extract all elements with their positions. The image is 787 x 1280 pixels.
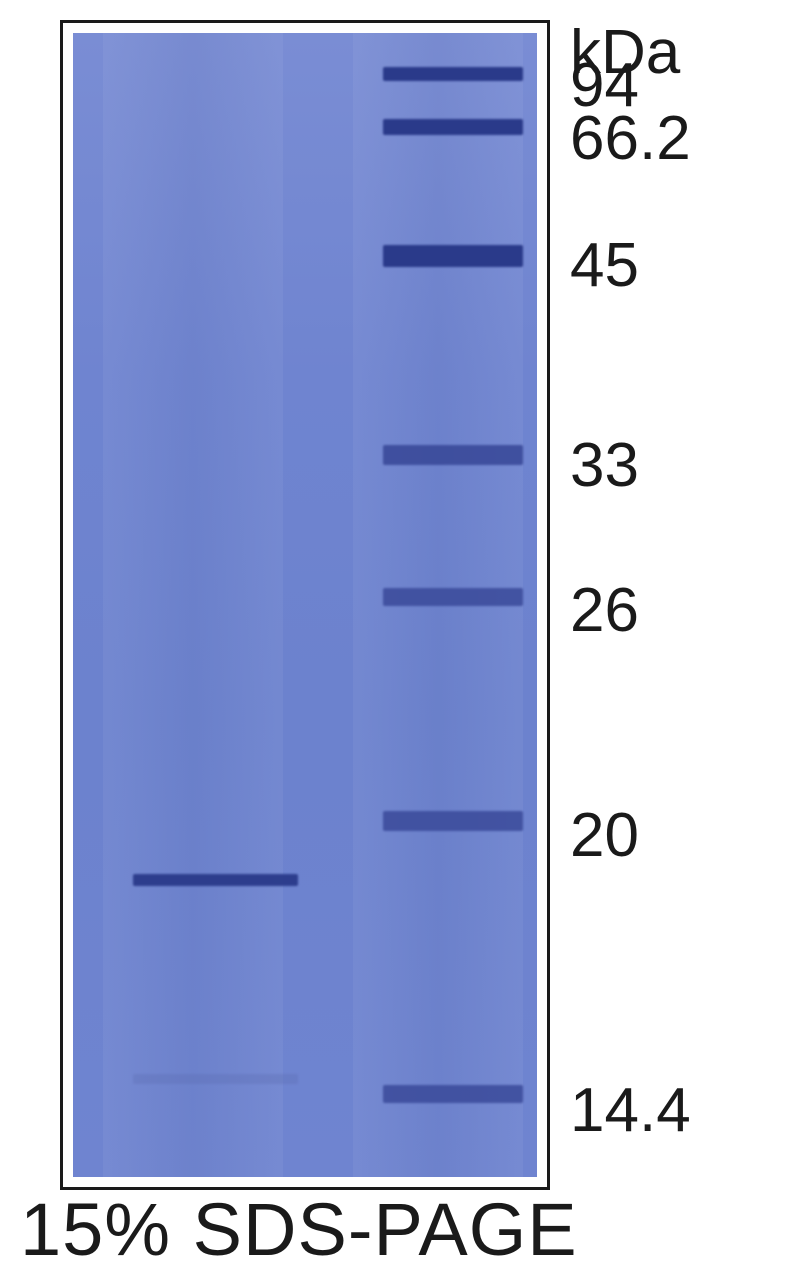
mw-label: 20 xyxy=(570,805,639,867)
gel-caption: 15% SDS-PAGE xyxy=(20,1187,578,1272)
gel-background xyxy=(73,33,537,1177)
ladder-band xyxy=(383,445,523,465)
sample-band xyxy=(133,1074,298,1084)
ladder-band xyxy=(383,67,523,81)
ladder-band xyxy=(383,588,523,606)
sample-band xyxy=(133,874,298,886)
mw-label: 45 xyxy=(570,235,639,297)
mw-label: 26 xyxy=(570,580,639,642)
gel-image: kDa 9466.24533262014.4 15% SDS-PAGE xyxy=(0,0,787,1280)
gel-frame xyxy=(60,20,550,1190)
ladder-band xyxy=(383,119,523,135)
ladder-band xyxy=(383,811,523,831)
ladder-band xyxy=(383,245,523,267)
mw-label: 66.2 xyxy=(570,108,691,170)
mw-label: 14.4 xyxy=(570,1080,691,1142)
ladder-band xyxy=(383,1085,523,1103)
sample-lane xyxy=(103,33,283,1177)
mw-label: 33 xyxy=(570,435,639,497)
